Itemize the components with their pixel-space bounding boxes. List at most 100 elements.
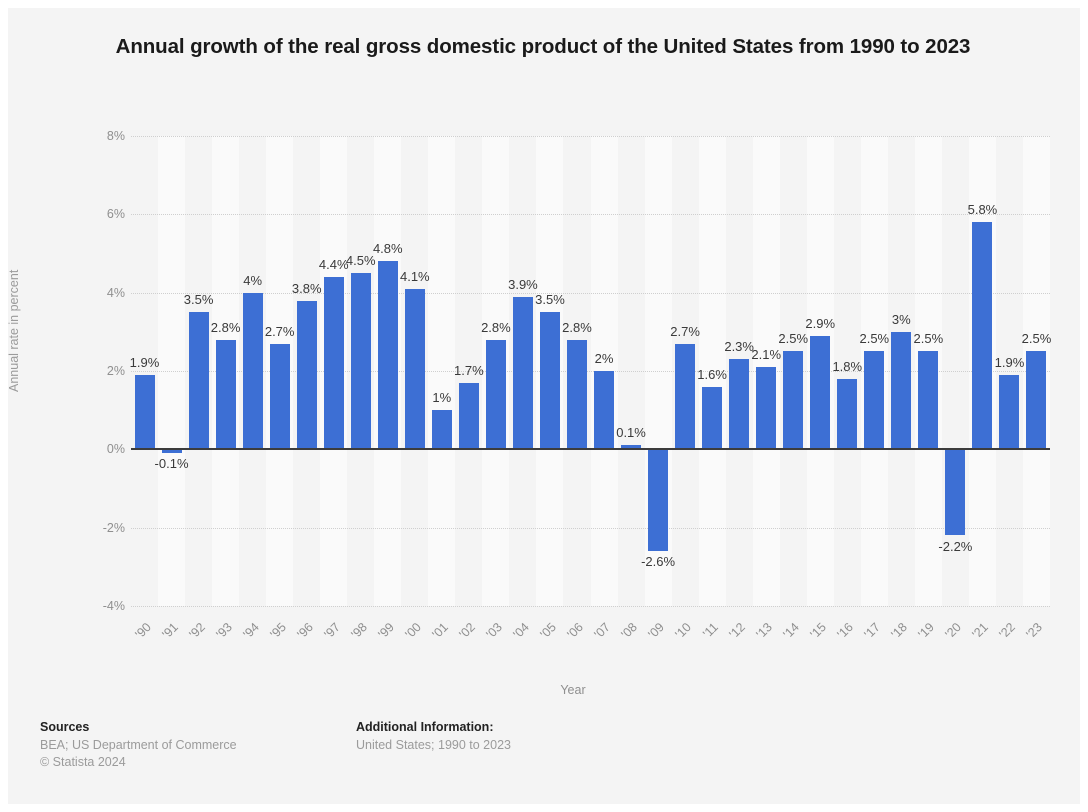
- x-axis-tick-label: '03: [483, 620, 505, 642]
- y-axis-title: Annual rate in percent: [7, 269, 21, 392]
- bar[interactable]: [458, 382, 479, 450]
- chart-footer: Sources BEA; US Department of Commerce ©…: [8, 720, 1080, 804]
- bar[interactable]: [756, 367, 777, 450]
- bar[interactable]: [999, 374, 1020, 450]
- bar[interactable]: [810, 335, 831, 450]
- x-axis-tick-label: '97: [321, 620, 343, 642]
- bar-value-label: 2.8%: [562, 319, 592, 335]
- bar-value-label: 3.5%: [535, 292, 565, 308]
- bar[interactable]: [702, 386, 723, 450]
- bar[interactable]: [512, 296, 533, 450]
- y-axis-tick-label: 8%: [106, 129, 125, 143]
- bar-value-label: 1.6%: [697, 366, 727, 382]
- bar-value-label: 2.7%: [670, 323, 700, 339]
- bar-value-label: 2%: [594, 351, 614, 366]
- bar-value-label: 3.5%: [183, 292, 214, 308]
- bar[interactable]: [783, 351, 804, 450]
- bar-value-label: -2.2%: [938, 538, 973, 554]
- bar[interactable]: [945, 449, 966, 536]
- bar-value-label: 2.1%: [751, 347, 782, 363]
- y-axis-tick-label: 6%: [106, 207, 125, 222]
- zero-baseline: [131, 448, 1050, 451]
- bar[interactable]: [1026, 351, 1047, 450]
- x-axis-tick-label: '02: [456, 620, 478, 642]
- bar-value-label: 5.8%: [967, 202, 998, 218]
- bar[interactable]: [377, 261, 398, 450]
- bar-value-label: -0.1%: [154, 456, 189, 472]
- x-axis-tick-label: '16: [834, 620, 857, 642]
- bar-value-label: 2.9%: [805, 315, 836, 331]
- copyright-line: © Statista 2024: [40, 755, 126, 769]
- gridline: [131, 214, 1050, 216]
- x-axis-tick-label: '22: [996, 620, 1019, 642]
- bar[interactable]: [837, 378, 858, 450]
- bar-value-label: 1.9%: [129, 354, 160, 370]
- x-axis-tick-label: '01: [429, 620, 451, 642]
- x-axis-tick-label: '08: [618, 620, 640, 642]
- x-axis-tick-label: '18: [888, 620, 911, 642]
- x-axis-tick-label: '96: [294, 620, 316, 642]
- x-axis-tick-label: '15: [807, 620, 830, 642]
- x-axis-tick-label: '05: [537, 620, 559, 642]
- y-axis-tick-label: -4%: [102, 599, 125, 613]
- bar-value-label: 2.5%: [1021, 331, 1052, 347]
- bar-value-label: 1%: [432, 390, 452, 406]
- bar[interactable]: [269, 343, 290, 450]
- bar[interactable]: [621, 445, 642, 450]
- bar[interactable]: [864, 351, 885, 450]
- bar[interactable]: [539, 312, 560, 450]
- x-axis-tick-label: '91: [159, 620, 181, 642]
- bar-value-label: 1.9%: [994, 354, 1025, 370]
- sources-block: Sources BEA; US Department of Commerce ©…: [40, 720, 237, 771]
- x-axis-tick-label: '17: [861, 620, 884, 642]
- gridline: [131, 527, 1050, 529]
- bar[interactable]: [891, 331, 912, 450]
- bar[interactable]: [161, 449, 182, 454]
- chart-title: Annual growth of the real gross domestic…: [115, 35, 971, 58]
- bar[interactable]: [918, 351, 939, 450]
- bar-value-label: 2.5%: [859, 331, 890, 347]
- bar[interactable]: [404, 288, 425, 450]
- x-axis-tick-label: '09: [645, 620, 668, 642]
- bar[interactable]: [485, 339, 506, 450]
- bar-value-label: 3%: [891, 311, 911, 327]
- gridline: [131, 371, 1050, 372]
- bar[interactable]: [323, 277, 344, 450]
- additional-info-line-1: United States; 1990 to 2023: [356, 738, 511, 752]
- bar[interactable]: [350, 273, 371, 450]
- bar[interactable]: [675, 343, 696, 450]
- bar-value-label: 2.5%: [913, 331, 944, 347]
- bar[interactable]: [215, 339, 236, 450]
- gridline: [131, 292, 1050, 294]
- bar[interactable]: [431, 410, 452, 450]
- bar[interactable]: [972, 222, 993, 450]
- bar[interactable]: [648, 449, 669, 552]
- bar-value-label: 2.7%: [264, 323, 295, 339]
- y-axis-tick-label: -2%: [102, 520, 125, 535]
- additional-info-heading: Additional Information:: [356, 720, 494, 734]
- sources-line-1: BEA; US Department of Commerce: [40, 738, 237, 752]
- bar-value-label: 4.8%: [372, 241, 403, 257]
- bar[interactable]: [296, 300, 317, 450]
- bar[interactable]: [188, 312, 209, 450]
- bar[interactable]: [134, 374, 155, 450]
- x-axis-tick-label: '10: [672, 620, 695, 642]
- bar-value-label: 4.1%: [399, 268, 430, 284]
- x-axis-tick-label: '14: [780, 620, 803, 642]
- x-axis-tick-label: '98: [348, 620, 370, 642]
- bar[interactable]: [566, 339, 587, 450]
- bar[interactable]: [729, 359, 750, 450]
- x-axis-tick-label: '90: [132, 620, 154, 642]
- x-axis-tick-label: '06: [564, 620, 586, 642]
- y-axis-tick-label: 2%: [106, 364, 125, 378]
- x-axis-tick-label: '13: [753, 620, 776, 642]
- bar-value-label: 3.9%: [508, 276, 538, 292]
- bar[interactable]: [594, 371, 614, 450]
- bar-value-label: 4.5%: [345, 253, 376, 269]
- x-axis-tick-label: '93: [213, 620, 235, 642]
- bar-value-label: 1.7%: [454, 362, 484, 378]
- gridline: [131, 606, 1050, 607]
- x-axis-tick-label: '20: [942, 620, 965, 642]
- x-axis-tick-label: '04: [510, 620, 532, 642]
- bar[interactable]: [242, 292, 263, 450]
